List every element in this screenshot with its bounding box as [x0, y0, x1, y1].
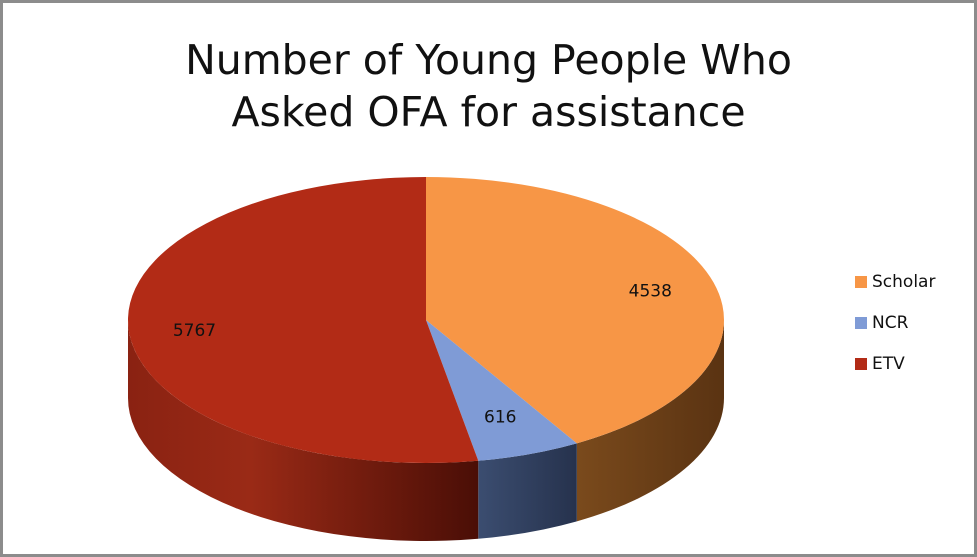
data-label-scholar: 4538	[629, 282, 672, 302]
pie-slice-scholar	[426, 177, 724, 444]
chart-title: Number of Young People Who Asked OFA for…	[0, 34, 977, 138]
legend-label-scholar: Scholar	[872, 272, 935, 292]
pie-slice-etv	[128, 177, 479, 463]
legend-label-etv: ETV	[872, 354, 905, 374]
pie-side-ncr	[478, 443, 577, 539]
legend: Scholar NCR ETV	[855, 272, 935, 374]
pie-side-etv	[127, 320, 479, 541]
pie-top-faces	[128, 177, 724, 463]
data-label-ncr: 616	[484, 408, 516, 428]
pie-side-walls	[127, 320, 724, 541]
pie-data-labels: 4538 616 5767	[173, 282, 672, 428]
legend-label-ncr: NCR	[872, 313, 909, 333]
data-label-etv: 5767	[173, 321, 216, 341]
legend-swatch-etv	[855, 358, 867, 370]
pie-side-scholar	[576, 320, 724, 522]
chart-title-line-1: Number of Young People Who	[185, 36, 792, 84]
chart-title-line-2: Asked OFA for assistance	[231, 88, 746, 136]
legend-swatch-scholar	[855, 276, 867, 288]
pie-slice-ncr	[426, 320, 577, 461]
legend-swatch-ncr	[855, 317, 867, 329]
